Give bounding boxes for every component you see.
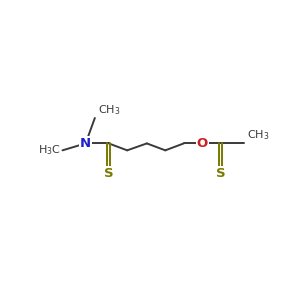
Text: N: N — [80, 137, 91, 150]
Text: O: O — [196, 137, 208, 150]
Text: S: S — [104, 167, 113, 180]
Text: S: S — [216, 167, 226, 180]
Text: CH$_3$: CH$_3$ — [247, 128, 269, 142]
Text: CH$_3$: CH$_3$ — [98, 103, 120, 117]
Text: H$_3$C: H$_3$C — [38, 143, 61, 157]
